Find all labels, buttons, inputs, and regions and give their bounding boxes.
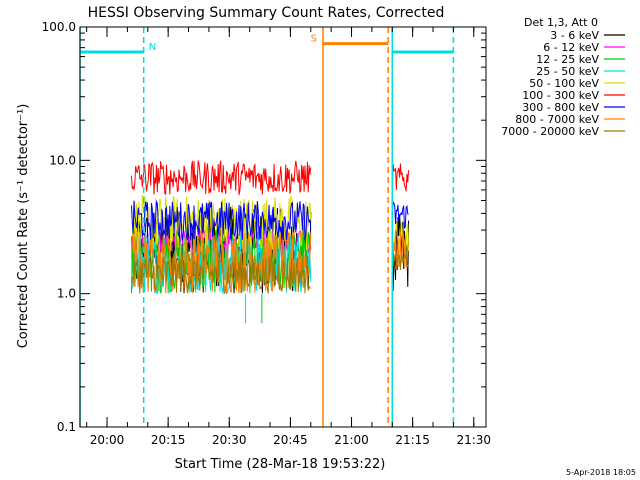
series-trace [130,160,312,196]
legend-label: 7000 - 20000 keV [501,125,599,138]
x-tick-label: 20:00 [90,433,125,447]
x-tick-label: 20:30 [212,433,247,447]
legend-label: 3 - 6 keV [550,29,599,42]
series-trace [391,201,409,229]
series-trace [130,230,312,294]
legend-label: 6 - 12 keV [543,41,599,54]
plot-frame [79,26,487,428]
axes: 0.1 1.0 10.0 100.0 20:00 20:15 20:30 20:45 21:00… [42,20,491,447]
x-tick-label: 20:45 [273,433,308,447]
x-tick-label: 21:00 [334,433,369,447]
x-tick-label: 21:30 [456,433,491,447]
chart-title: HESSI Observing Summary Count Rates, Cor… [88,5,445,21]
flag-label: S [311,34,317,45]
series-trace [391,253,409,271]
legend-label: 12 - 25 keV [536,53,599,66]
x-tick-label: 21:15 [395,433,430,447]
y-tick-label: 0.1 [57,420,76,434]
series-trace [130,200,312,241]
y-tick-label: 1.0 [57,287,76,301]
legend-title: Det 1,3, Att 0 [524,16,598,29]
plot-layer: NS [79,27,455,427]
y-axis-label: Corrected Count Rate (s⁻¹ detector⁻¹) [16,104,31,349]
timestamp: 5-Apr-2018 18:05 [566,468,636,477]
legend-label: 25 - 50 keV [536,65,599,78]
legend-label: 300 - 800 keV [522,101,599,114]
x-tick-label: 20:15 [151,433,186,447]
legend-label: 800 - 7000 keV [515,113,599,126]
series-trace [391,163,410,195]
y-tick-label: 100.0 [42,20,76,34]
y-tick-label: 10.0 [49,153,76,167]
x-axis-label: Start Time (28-Mar-18 19:53:22) [175,457,386,472]
legend-label: 50 - 100 keV [529,77,599,90]
legend-label: 100 - 300 keV [522,89,599,102]
flag-label: N [149,42,156,53]
series-trace [131,253,312,295]
